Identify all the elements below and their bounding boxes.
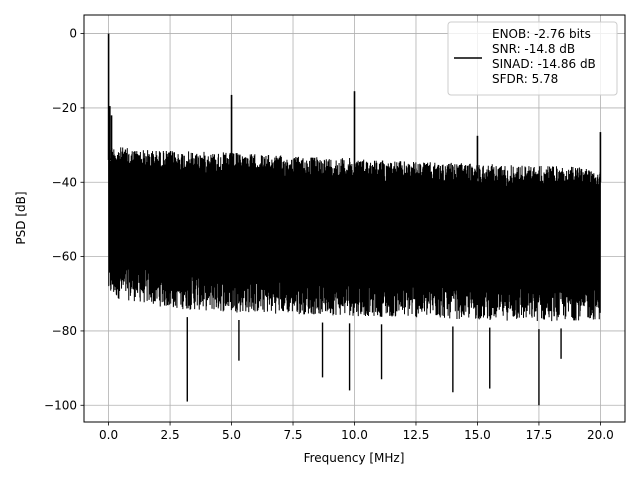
x-tick-label: 17.5 (526, 428, 553, 442)
x-tick-label: 0.0 (99, 428, 118, 442)
axis-ticks: 0.0 2.5 5.0 7.5 10.0 12.5 15.0 17.5 20.0 0 −20 −40 −… (44, 27, 614, 442)
legend-entry-sinad: SINAD: -14.86 dB (492, 57, 596, 71)
plot-frame (83, 14, 626, 423)
y-tick-label: −60 (52, 250, 77, 264)
legend-entry-snr: SNR: -14.8 dB (492, 42, 575, 56)
x-tick-label: 10.0 (341, 428, 368, 442)
x-tick-label: 5.0 (222, 428, 241, 442)
legend: ENOB: -2.76 bits SNR: -14.8 dB SINAD: -1… (447, 21, 618, 96)
x-tick-label: 7.5 (283, 428, 302, 442)
x-tick-label: 20.0 (587, 428, 614, 442)
x-axis-label: Frequency [MHz] (304, 451, 405, 465)
y-tick-label: −20 (52, 101, 77, 115)
y-tick-label: 0 (69, 27, 77, 41)
y-tick-label: −40 (52, 175, 77, 189)
legend-entry-enob: ENOB: -2.76 bits (492, 27, 591, 41)
x-tick-label: 12.5 (403, 428, 430, 442)
y-axis-label: PSD [dB] (14, 191, 28, 244)
psd-extrema (107, 33, 602, 406)
x-tick-label: 2.5 (161, 428, 180, 442)
y-tick-label: −80 (52, 324, 77, 338)
legend-entry-sfdr: SFDR: 5.78 (492, 72, 558, 86)
x-tick-label: 15.0 (464, 428, 491, 442)
legend-box (447, 21, 618, 96)
y-tick-label: −100 (44, 398, 77, 412)
